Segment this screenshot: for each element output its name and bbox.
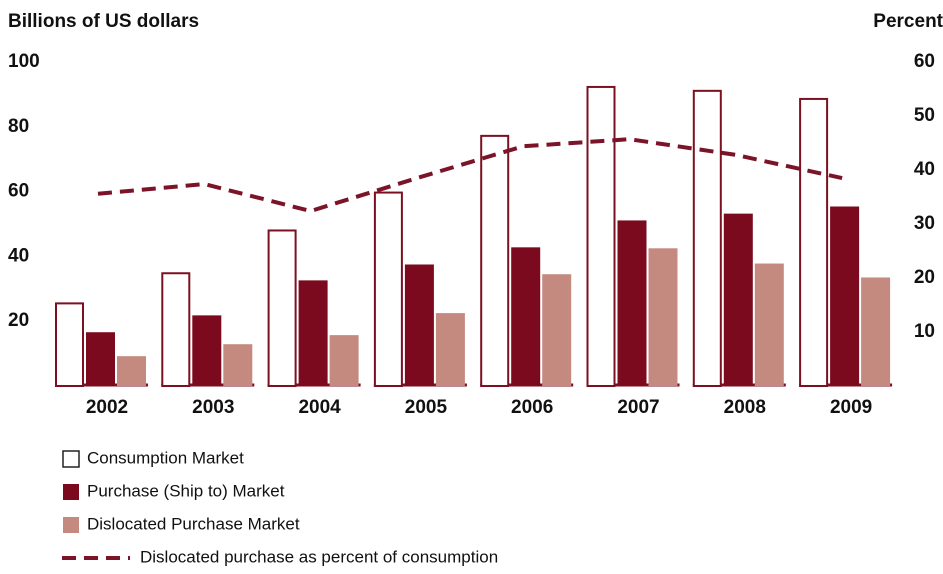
x-tick-label: 2006 [511,397,553,418]
x-tick-label: 2009 [830,397,872,418]
bar [223,344,253,386]
bar [192,315,222,386]
bar [648,248,678,386]
bar [117,356,146,386]
bar [542,274,572,386]
bar [480,134,510,387]
x-tick-label: 2008 [724,397,766,418]
y2-tick-label: 20 [914,267,935,288]
bar [799,97,829,387]
y2-tick-label: 40 [914,159,935,180]
line-series [97,137,843,214]
legend-swatch [62,450,80,468]
bar [692,89,722,387]
y-tick-label: 40 [8,245,29,266]
legend-swatch [63,484,79,500]
bar [404,264,434,386]
y-axis-label: Billions of US dollars [8,11,199,32]
legend-label: Dislocated Purchase Market [87,514,300,533]
x-tick-label: 2003 [192,397,234,418]
x-tick-label: 2007 [617,397,659,418]
bar [329,335,359,386]
bar [373,191,403,387]
legend-label: Consumption Market [87,448,244,467]
bar [511,247,541,386]
bar [617,220,647,386]
bar [86,332,115,386]
y-tick-label: 100 [8,51,40,72]
y2-tick-label: 60 [914,51,935,72]
bar [861,277,891,386]
legend-label: Dislocated purchase as percent of consum… [140,547,498,566]
bar [298,280,328,386]
legend-label: Purchase (Ship to) Market [87,481,285,500]
y-tick-label: 60 [8,181,29,202]
y2-axis-label: Percent [873,11,943,32]
bar [754,263,784,386]
bar [435,313,465,386]
bar [267,229,297,387]
bar [586,85,616,387]
y2-tick-label: 30 [914,213,935,234]
x-tick-label: 2005 [405,397,448,418]
y-tick-label: 20 [8,310,29,331]
y2-tick-label: 10 [914,321,935,342]
bar [161,272,191,387]
x-tick-label: 2002 [86,397,128,418]
bar [55,302,84,388]
x-tick-label: 2004 [298,397,341,418]
legend-swatch [63,517,79,533]
bar [830,206,860,386]
y-tick-label: 80 [8,116,29,137]
bar [723,213,753,386]
y2-tick-label: 50 [914,105,935,126]
